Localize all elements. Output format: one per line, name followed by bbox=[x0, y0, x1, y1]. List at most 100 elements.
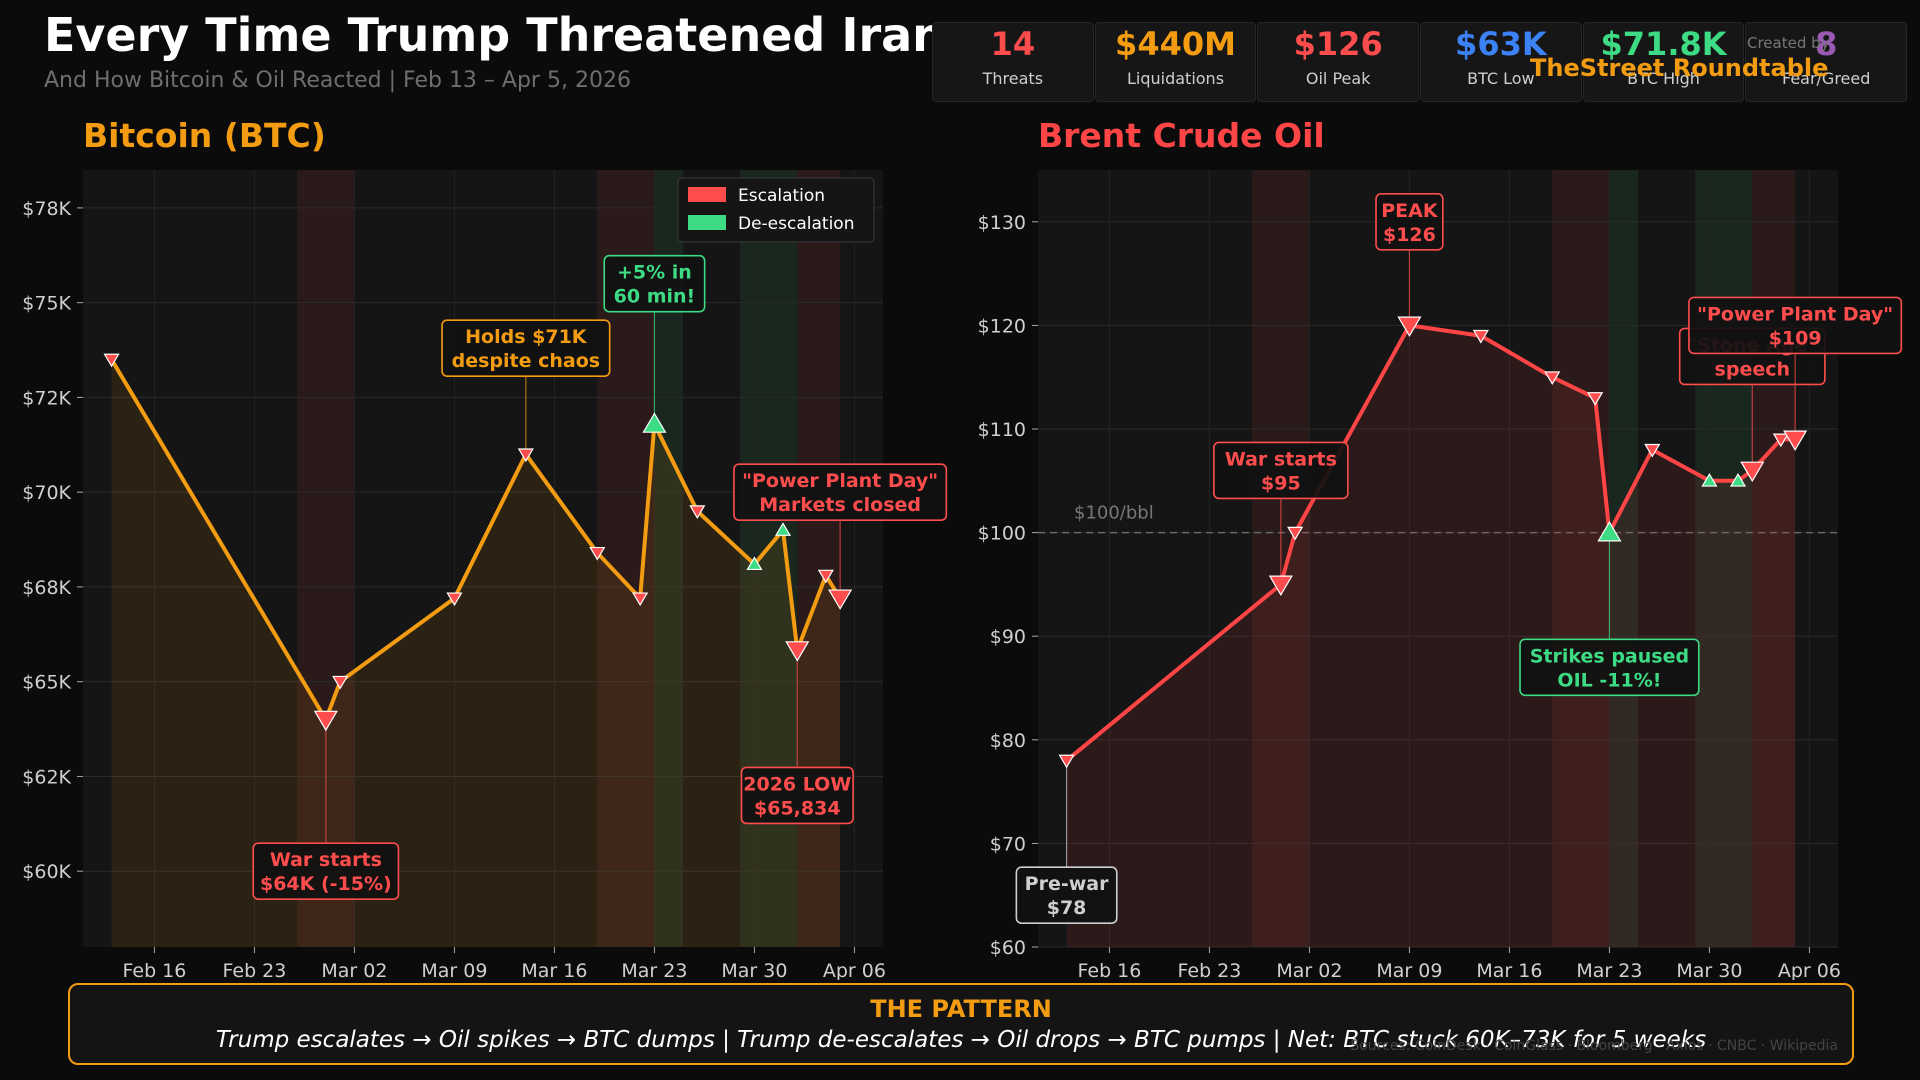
x-tick-label: Mar 02 bbox=[321, 960, 387, 980]
stats-bar: 14 Threats $440M Liquidations $126 Oil P… bbox=[932, 22, 1908, 104]
stat-card-oil-peak: $126 Oil Peak bbox=[1257, 22, 1420, 102]
escalation-marker bbox=[1287, 526, 1304, 541]
escalation-marker bbox=[1587, 392, 1604, 406]
annotation-text: $109 bbox=[1769, 327, 1822, 349]
annotation-text: Markets closed bbox=[759, 494, 921, 516]
escalation-marker bbox=[313, 710, 338, 732]
y-tick-label: $62K bbox=[22, 766, 71, 788]
annotation-box bbox=[441, 319, 611, 377]
stat-label: Oil Peak bbox=[1305, 69, 1371, 88]
escalation-marker bbox=[689, 505, 706, 519]
series-area bbox=[111, 359, 841, 947]
annotation-box bbox=[1213, 441, 1349, 500]
stat-card-threats: 14 Threats bbox=[932, 22, 1094, 102]
escalation-marker bbox=[589, 546, 606, 561]
y-tick-label: $60K bbox=[22, 861, 71, 883]
escalation-marker bbox=[446, 592, 463, 607]
escalation-marker bbox=[632, 592, 649, 607]
series-area bbox=[1066, 325, 1796, 947]
stat-value: 14 bbox=[990, 25, 1036, 63]
annotation-text: Pre-war bbox=[1025, 873, 1109, 895]
annotation-text: "Power Plant Day" bbox=[742, 470, 938, 492]
deescalation-period bbox=[1609, 170, 1638, 947]
annotation-text: Holds $71K bbox=[465, 326, 588, 348]
escalation-marker bbox=[1058, 754, 1075, 769]
annotation-box bbox=[1519, 638, 1700, 697]
y-tick-label: $130 bbox=[978, 212, 1026, 234]
escalation-marker bbox=[517, 448, 534, 463]
deescalation-marker bbox=[774, 522, 792, 536]
stat-label: BTC High bbox=[1627, 69, 1700, 88]
annotation-box bbox=[740, 766, 854, 825]
footer-title: THE PATTERN bbox=[870, 995, 1052, 1023]
x-tick-label: Feb 16 bbox=[1077, 960, 1141, 980]
x-tick-label: Mar 09 bbox=[1376, 960, 1442, 980]
legend bbox=[677, 177, 875, 243]
y-tick-label: $68K bbox=[22, 577, 71, 599]
stat-label: Fear/Greed bbox=[1781, 69, 1871, 88]
annotation-text: despite chaos bbox=[452, 350, 600, 372]
x-tick-label: Mar 09 bbox=[421, 960, 487, 980]
x-tick-label: Mar 30 bbox=[1676, 960, 1742, 980]
annotation-text: $64K (-15%) bbox=[260, 873, 392, 895]
page-subtitle: And How Bitcoin & Oil Reacted | Feb 13 –… bbox=[44, 68, 631, 93]
created-by-label: Created by bbox=[1747, 34, 1830, 52]
x-tick-label: Mar 23 bbox=[1576, 960, 1642, 980]
escalation-marker bbox=[332, 675, 349, 690]
annotation-text: +5% in bbox=[617, 262, 692, 284]
stat-label: Liquidations bbox=[1126, 69, 1225, 88]
deescalation-marker bbox=[1729, 472, 1747, 487]
escalation-marker bbox=[1268, 575, 1293, 597]
annotation-box bbox=[733, 463, 948, 521]
escalation-marker bbox=[1397, 316, 1422, 338]
legend-label: De-escalation bbox=[738, 214, 854, 234]
annotation-text: PEAK bbox=[1381, 200, 1439, 222]
escalation-marker bbox=[1772, 433, 1789, 448]
x-tick-label: Mar 16 bbox=[1476, 960, 1542, 980]
escalation-marker bbox=[828, 589, 853, 610]
brand-name: TheStreet Roundtable bbox=[1530, 54, 1829, 82]
escalation-period bbox=[1552, 170, 1610, 947]
sources-note: Sources: CoinDesk · CoinGlass · Bloomber… bbox=[1350, 1038, 1838, 1054]
x-tick-label: Feb 23 bbox=[222, 960, 286, 980]
annotation-text: War starts bbox=[1225, 448, 1337, 470]
stat-value: $63K bbox=[1455, 25, 1547, 63]
y-tick-label: $120 bbox=[978, 315, 1026, 337]
annotation-text: 2026 LOW bbox=[743, 773, 851, 795]
chart-title: Brent Crude Oil bbox=[1038, 116, 1325, 155]
x-tick-label: Feb 23 bbox=[1177, 960, 1241, 980]
annotation-text: War starts bbox=[270, 849, 382, 871]
escalation-marker bbox=[1544, 371, 1561, 386]
deescalation-marker bbox=[746, 556, 763, 571]
y-tick-label: $80 bbox=[990, 730, 1026, 752]
escalation-marker bbox=[1783, 430, 1808, 451]
escalation-marker bbox=[817, 569, 834, 584]
y-tick-label: $75K bbox=[22, 293, 71, 315]
legend-swatch bbox=[688, 215, 726, 230]
legend-swatch bbox=[688, 187, 726, 202]
x-tick-label: Mar 23 bbox=[621, 960, 687, 980]
annotation-box bbox=[1688, 296, 1903, 355]
btc-chart: Bitcoin (BTC) $60K $62K $65K $68K $70K $72K $75… bbox=[22, 116, 948, 980]
page-title: Every Time Trump Threatened Iran bbox=[44, 8, 945, 62]
deescalation-marker bbox=[1701, 472, 1718, 487]
annotation-box bbox=[603, 254, 706, 313]
x-tick-label: Mar 30 bbox=[721, 960, 787, 980]
annotation-text: $78 bbox=[1047, 897, 1087, 919]
footer-text: Trump escalates → Oil spikes → BTC dumps… bbox=[215, 1027, 1707, 1053]
escalation-marker bbox=[1472, 329, 1489, 344]
escalation-marker bbox=[1740, 461, 1765, 483]
annotation-box bbox=[252, 842, 400, 900]
annotation-text: "Power Plant Day" bbox=[1697, 303, 1893, 325]
annotation-text: $95 bbox=[1261, 472, 1301, 494]
annotation-text: OIL -11%! bbox=[1557, 669, 1661, 691]
stat-value: 8 bbox=[1815, 25, 1838, 63]
y-tick-label: $100 bbox=[978, 523, 1026, 545]
x-tick-label: Mar 16 bbox=[521, 960, 587, 980]
y-tick-label: $70K bbox=[22, 482, 71, 504]
oil-chart: Brent Crude Oil $60 $70 $80 $90 $100 $110 $120 $… bbox=[978, 116, 1903, 980]
deescalation-marker bbox=[642, 412, 667, 433]
x-tick-label: Feb 16 bbox=[122, 960, 186, 980]
deescalation-marker bbox=[1597, 520, 1622, 542]
y-tick-label: $65K bbox=[22, 672, 71, 694]
